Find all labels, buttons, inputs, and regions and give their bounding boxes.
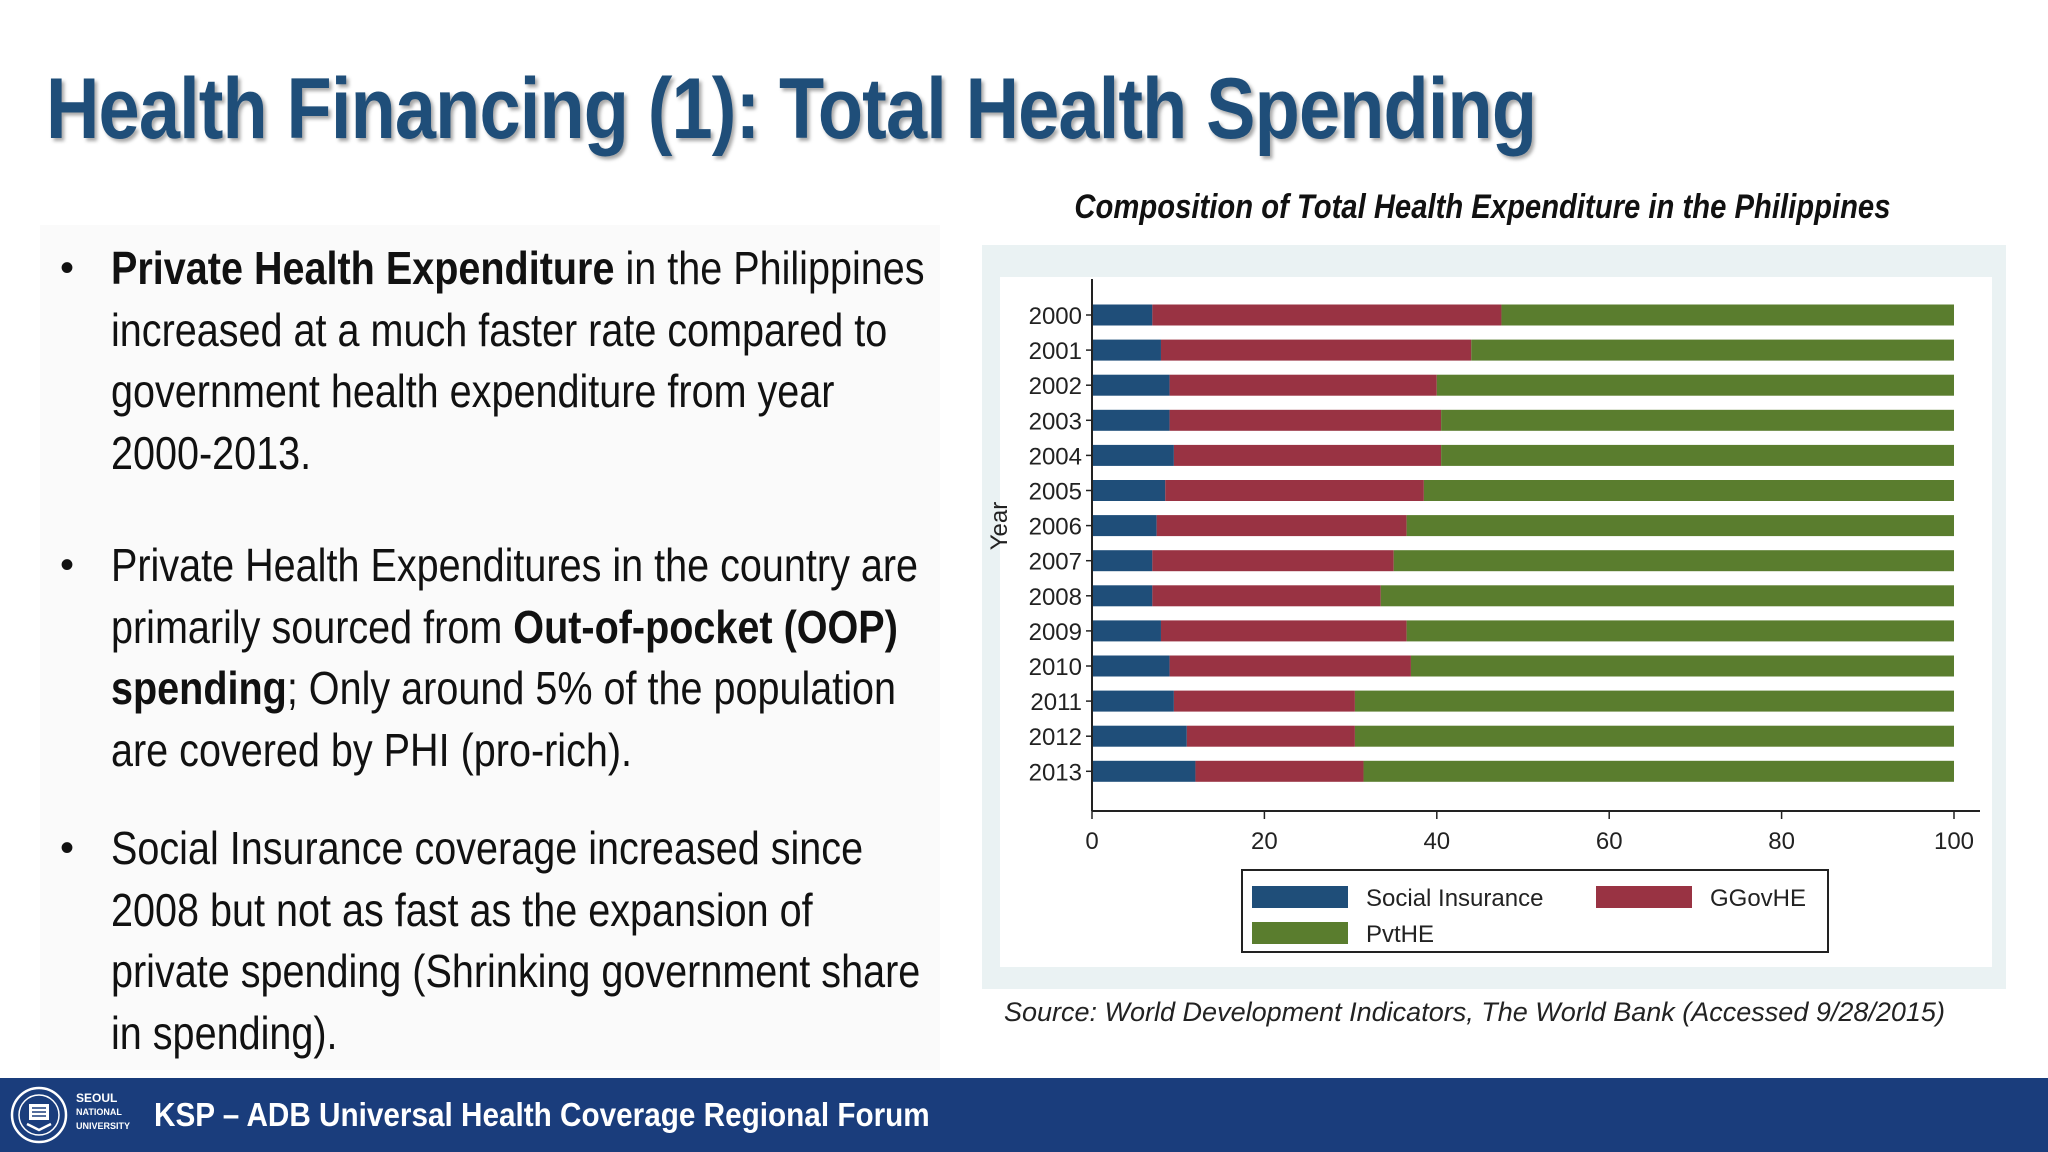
bar-segment bbox=[1160, 339, 1472, 361]
bar-segment bbox=[1156, 515, 1407, 537]
bar-segment bbox=[1410, 655, 1954, 677]
y-tick-label: 2007 bbox=[1029, 549, 1082, 576]
slide-title: Health Financing (1): Total Health Spend… bbox=[46, 61, 1537, 157]
legend-label: GGovHE bbox=[1710, 885, 1806, 912]
bullet-text-segment: ; Only around 5% of the population are c… bbox=[111, 662, 897, 776]
bar-segment bbox=[1441, 444, 1954, 466]
y-tick-label: 2002 bbox=[1029, 373, 1082, 400]
bar-segment bbox=[1152, 585, 1381, 607]
bar-segment bbox=[1092, 655, 1170, 677]
bar-segment bbox=[1436, 374, 1954, 396]
bar-segment bbox=[1471, 339, 1954, 361]
bar-segment bbox=[1186, 725, 1355, 747]
x-tick-label: 80 bbox=[1768, 828, 1795, 855]
bullet-2: • Private Health Expenditures in the cou… bbox=[60, 535, 918, 781]
bar-segment bbox=[1441, 409, 1954, 431]
bullet-1-text: Private Health Expenditure in the Philip… bbox=[111, 238, 937, 484]
bar-segment bbox=[1354, 690, 1954, 712]
bullet-bold-text: Private Health Expenditure bbox=[111, 242, 615, 294]
y-axis-label: Year bbox=[986, 502, 1013, 551]
bullet-1: • Private Health Expenditure in the Phil… bbox=[60, 238, 925, 484]
bullet-dot: • bbox=[60, 826, 75, 870]
y-tick-label: 2004 bbox=[1029, 443, 1082, 470]
bar-segment bbox=[1195, 760, 1364, 782]
source-note: Source: World Development Indicators, Th… bbox=[1004, 997, 1945, 1027]
y-tick-label: 2008 bbox=[1029, 584, 1082, 611]
bar-segment bbox=[1501, 304, 1954, 326]
y-tick-label: 2001 bbox=[1029, 338, 1082, 365]
bullet-2-text: Private Health Expenditures in the count… bbox=[111, 535, 937, 781]
x-tick-label: 40 bbox=[1423, 828, 1450, 855]
logo-text-line: NATIONAL bbox=[76, 1107, 122, 1117]
y-tick-label: 2011 bbox=[1030, 689, 1082, 716]
bullet-text-segment: Private Health Expenditures in the count… bbox=[111, 539, 919, 653]
bullet-3-text: Social Insurance coverage increased sinc… bbox=[111, 818, 937, 1064]
legend-swatch bbox=[1596, 886, 1692, 908]
university-name: SEOUL NATIONAL UNIVERSITY bbox=[76, 1091, 130, 1133]
y-tick-label: 2009 bbox=[1029, 619, 1082, 646]
legend-swatch bbox=[1252, 922, 1348, 944]
y-tick-label: 2005 bbox=[1029, 479, 1082, 506]
bar-segment bbox=[1092, 444, 1174, 466]
y-tick-label: 2013 bbox=[1029, 759, 1082, 786]
bar-segment bbox=[1354, 725, 1954, 747]
logo-text-line: SEOUL bbox=[76, 1091, 118, 1105]
bar-segment bbox=[1406, 515, 1954, 537]
bar-segment bbox=[1380, 585, 1954, 607]
y-tick-label: 2003 bbox=[1029, 408, 1082, 435]
legend-label: PvtHE bbox=[1366, 921, 1434, 948]
bar-segment bbox=[1092, 374, 1170, 396]
bullet-text-segment: in the Philippines increased at a much f… bbox=[111, 242, 925, 479]
y-tick-label: 2006 bbox=[1029, 514, 1082, 541]
bullet-bold-text: Out-of-pocket (OOP) spending bbox=[111, 600, 898, 715]
bullet-3: • Social Insurance coverage increased si… bbox=[60, 818, 920, 1064]
bar-segment bbox=[1423, 480, 1954, 501]
bar-segment bbox=[1092, 620, 1161, 642]
bullet-dot: • bbox=[60, 543, 75, 587]
bar-segment bbox=[1092, 760, 1196, 782]
legend-label: Social Insurance bbox=[1366, 885, 1543, 912]
y-tick-label: 2012 bbox=[1029, 724, 1082, 751]
bullet-dot: • bbox=[60, 246, 75, 290]
bar-segment bbox=[1393, 550, 1954, 572]
y-tick-label: 2010 bbox=[1029, 654, 1082, 681]
x-tick-label: 100 bbox=[1934, 828, 1974, 855]
bullet-text-segment: Social Insurance coverage increased sinc… bbox=[111, 822, 921, 1059]
x-tick-label: 60 bbox=[1596, 828, 1623, 855]
bar-segment bbox=[1169, 409, 1442, 431]
stacked-bar-chart: 2000 2001 2002 2003 2004 2005 2006 2007 2008 2009… bbox=[986, 277, 1992, 967]
bar-segment bbox=[1152, 550, 1394, 572]
x-tick-label: 0 bbox=[1085, 828, 1098, 855]
footer-bar: SEOUL NATIONAL UNIVERSITY KSP – ADB Univ… bbox=[0, 1078, 2048, 1152]
chart-title: Composition of Total Health Expenditure … bbox=[982, 188, 1982, 227]
bar-segment bbox=[1160, 620, 1407, 642]
bar-segment bbox=[1092, 339, 1161, 361]
bar-segment bbox=[1152, 304, 1502, 326]
logo-text-line: UNIVERSITY bbox=[76, 1121, 131, 1131]
bar-segment bbox=[1169, 655, 1411, 677]
bar-segment bbox=[1406, 620, 1954, 642]
bar-segment bbox=[1363, 760, 1954, 782]
legend-swatch bbox=[1252, 886, 1348, 908]
bar-segment bbox=[1092, 690, 1174, 712]
university-logo-icon bbox=[10, 1086, 68, 1144]
y-tick-label: 2000 bbox=[1029, 303, 1082, 330]
bar-segment bbox=[1092, 725, 1187, 747]
chart-box: 2000 2001 2002 2003 2004 2005 2006 2007 2008 2009… bbox=[982, 245, 2006, 989]
bar-segment bbox=[1092, 585, 1153, 607]
bar-segment bbox=[1092, 550, 1153, 572]
bar-segment bbox=[1173, 690, 1355, 712]
bar-segment bbox=[1169, 374, 1437, 396]
bar-segment bbox=[1092, 480, 1166, 501]
bar-segment bbox=[1165, 480, 1424, 501]
bar-segment bbox=[1092, 515, 1157, 537]
text-panel bbox=[40, 225, 940, 1070]
bar-segment bbox=[1092, 304, 1153, 326]
bar-segment bbox=[1173, 444, 1442, 466]
x-tick-label: 20 bbox=[1251, 828, 1278, 855]
bar-segment bbox=[1092, 409, 1170, 431]
chart-title-text: Composition of Total Health Expenditure … bbox=[1073, 188, 1891, 226]
footer-title: KSP – ADB Universal Health Coverage Regi… bbox=[154, 1096, 930, 1133]
